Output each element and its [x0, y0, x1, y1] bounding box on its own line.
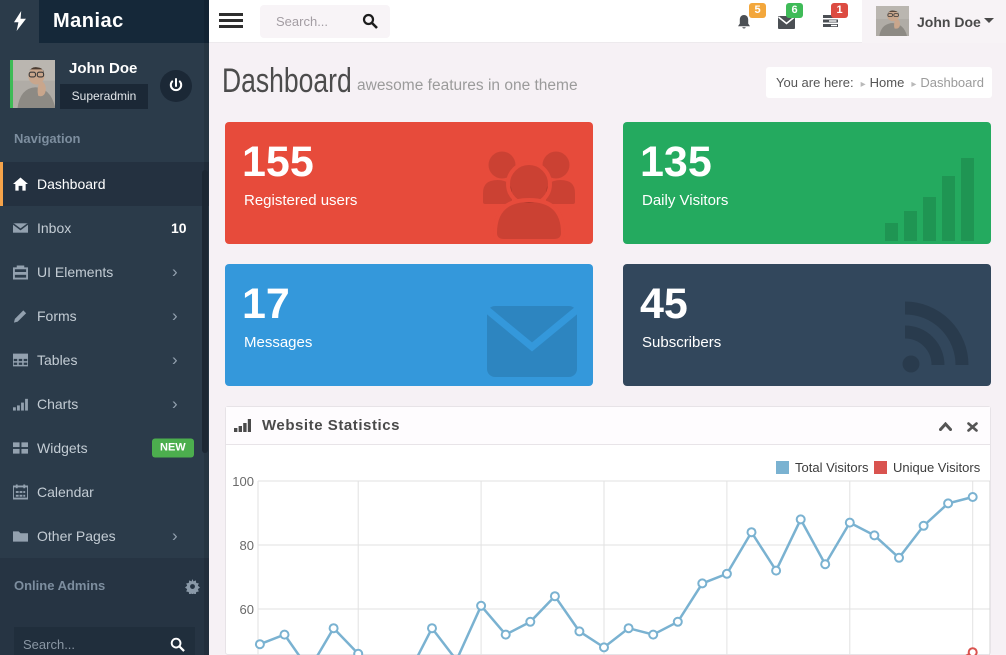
- svg-text:Total Visitors: Total Visitors: [795, 460, 869, 475]
- svg-text:Unique Visitors: Unique Visitors: [893, 460, 981, 475]
- svg-text:100: 100: [232, 474, 254, 489]
- svg-text:80: 80: [240, 538, 254, 553]
- svg-text:60: 60: [240, 602, 254, 617]
